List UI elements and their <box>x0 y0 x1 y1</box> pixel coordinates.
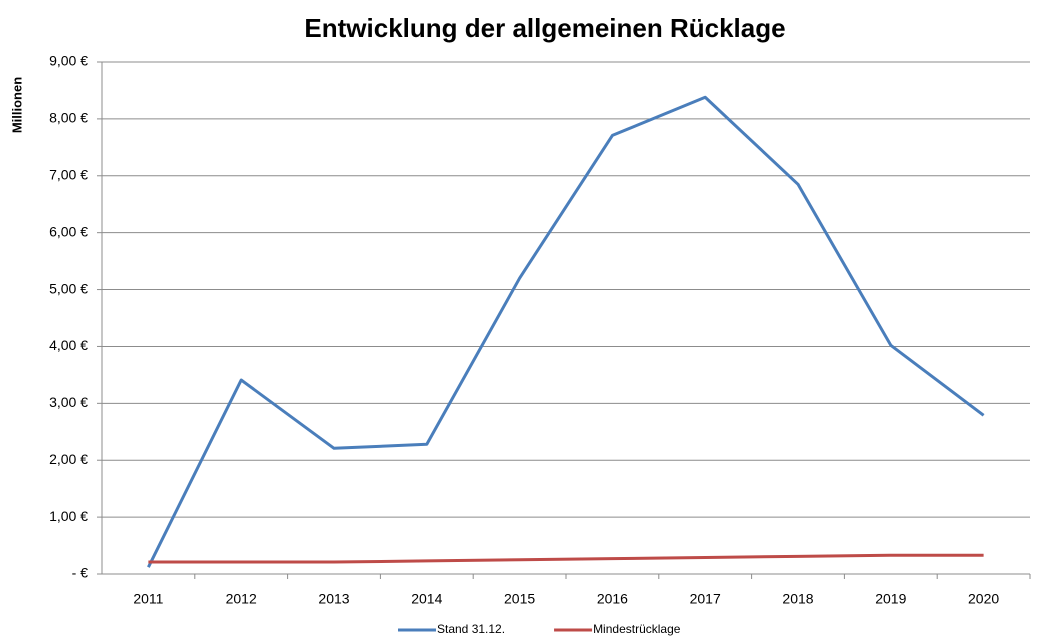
y-tick-label: 5,00 € <box>49 280 88 296</box>
y-tick-label: 1,00 € <box>49 508 88 524</box>
y-tick-label: 2,00 € <box>49 451 88 467</box>
y-tick-label: 7,00 € <box>49 166 88 182</box>
y-axis-label: Millionen <box>9 77 24 133</box>
x-tick-label: 2019 <box>875 591 906 607</box>
x-tick-label: 2015 <box>504 591 535 607</box>
y-tick-label: 3,00 € <box>49 394 88 410</box>
x-tick-label: 2016 <box>597 591 628 607</box>
x-tick-label: 2013 <box>318 591 349 607</box>
x-tick-label: 2012 <box>226 591 257 607</box>
x-tick-label: 2011 <box>133 591 163 607</box>
x-tick-label: 2017 <box>690 591 721 607</box>
y-tick-label: - € <box>72 565 89 581</box>
x-tick-label: 2018 <box>782 591 813 607</box>
y-tick-label: 6,00 € <box>49 223 88 239</box>
x-tick-label: 2020 <box>968 591 999 607</box>
legend-label: Mindestrücklage <box>593 622 681 636</box>
y-tick-label: 9,00 € <box>49 53 88 69</box>
y-tick-label: 4,00 € <box>49 337 88 353</box>
legend-label: Stand 31.12. <box>437 622 505 636</box>
chart-title: Entwicklung der allgemeinen Rücklage <box>304 13 785 43</box>
line-series <box>148 553 984 564</box>
y-tick-label: 8,00 € <box>49 110 88 126</box>
line-series <box>147 95 985 568</box>
x-tick-label: 2014 <box>411 591 442 607</box>
